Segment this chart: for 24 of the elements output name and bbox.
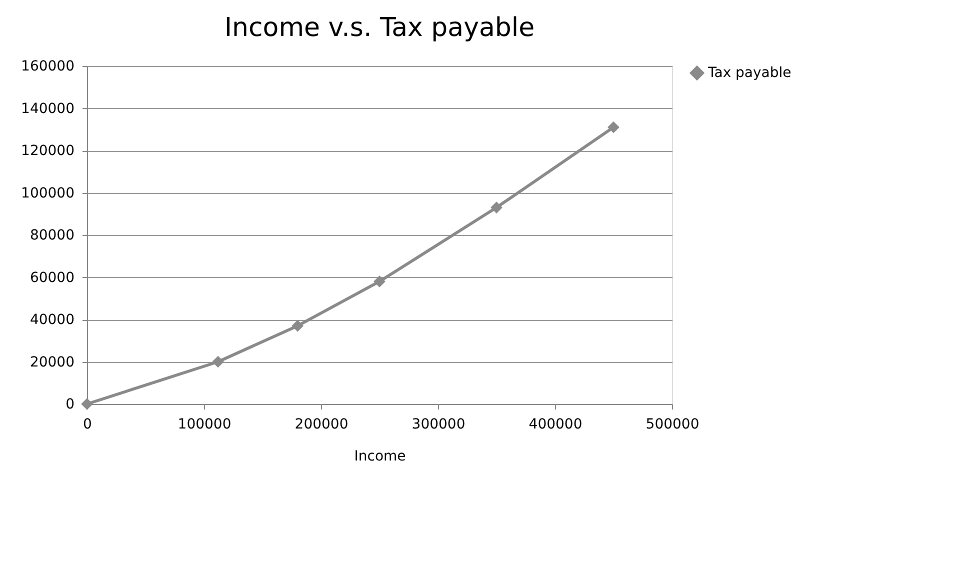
x-tick-label: 500000 — [646, 416, 700, 432]
y-tick-label: 40000 — [30, 312, 74, 328]
legend-label: Tax payable — [707, 65, 792, 81]
y-tick-label: 140000 — [21, 100, 74, 117]
y-tick-label: 100000 — [21, 185, 74, 202]
point — [374, 276, 386, 288]
x-tick-label: 200000 — [294, 416, 348, 432]
x-tick-label: 300000 — [412, 416, 466, 432]
point — [81, 398, 93, 410]
point — [608, 121, 620, 134]
point — [490, 202, 502, 214]
point — [212, 356, 224, 368]
y-tick-label: 20000 — [30, 354, 74, 370]
chart-title: Income v.s. Tax payable — [224, 13, 535, 43]
y-tick-label: 60000 — [30, 270, 74, 286]
x-axis-title: Income — [354, 448, 406, 464]
y-tick-label: 0 — [66, 396, 74, 412]
y-tick-label: 80000 — [30, 228, 74, 244]
y-tick-label: 160000 — [21, 58, 74, 74]
y-tick-label: 120000 — [21, 143, 74, 159]
x-tick-label: 0 — [83, 416, 92, 432]
point — [292, 320, 304, 332]
x-tick-label: 100000 — [178, 416, 232, 432]
x-tick-label: 400000 — [528, 416, 582, 432]
